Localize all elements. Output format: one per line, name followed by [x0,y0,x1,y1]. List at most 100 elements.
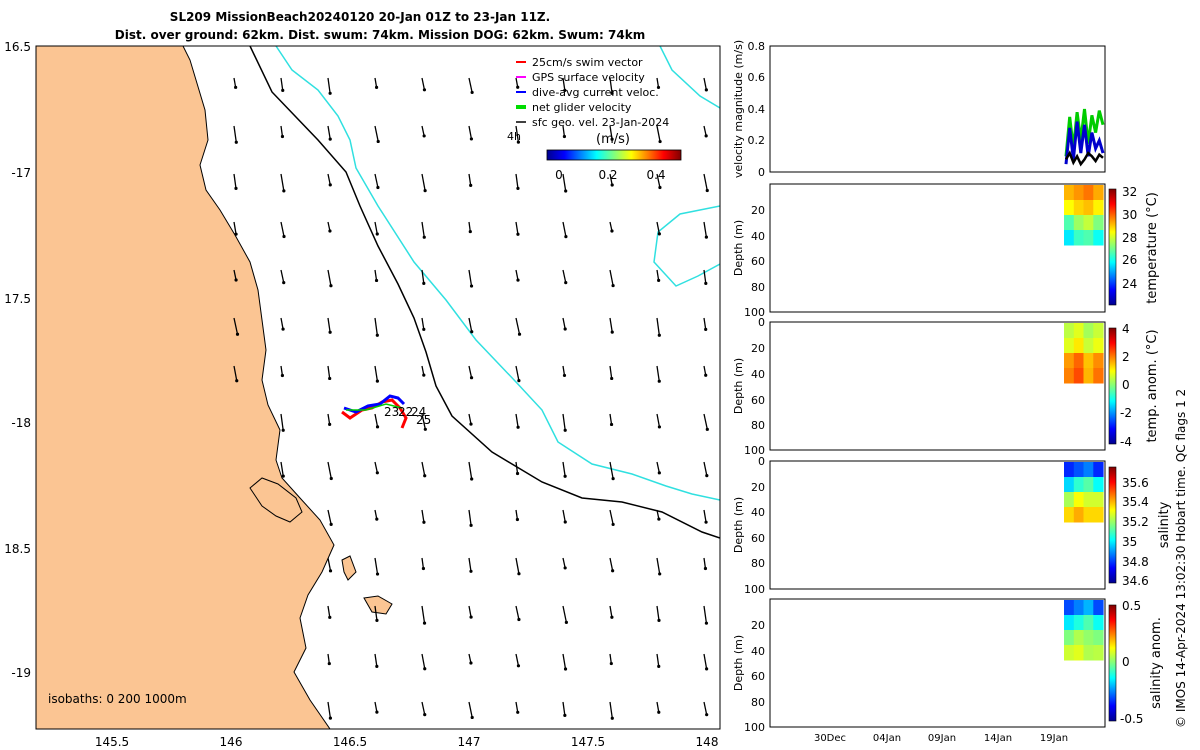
heatmap-cell [1093,323,1104,339]
temperature-colorbar-ticks: 24 26 28 30 32 [1122,185,1137,291]
velocity-arrow-head [423,474,427,478]
velocity-arrow-head [422,88,427,92]
velocity-arrow [515,173,519,189]
heatmap-cell [1093,477,1104,493]
velocity-arrow [374,125,379,142]
velocity-arrow [421,605,426,624]
velocity-arrow [562,173,567,192]
land-polygon [36,46,335,729]
heatmap-cell [1083,215,1094,231]
velocity-arrow-head [328,91,332,95]
velocity-arrow [468,77,473,93]
heatmap-cell [1083,477,1094,493]
velocity-arrow-head [469,137,474,141]
velocity-frame [769,45,1106,173]
velocity-arrow-head [328,229,332,233]
map-y-tick: 16.5 [4,40,31,54]
velocity-y-tick: 0 [758,166,765,179]
velocity-arrow-head [704,88,708,92]
velocity-arrow [562,701,566,716]
legend-label-swim: 25cm/s swim vector [532,56,643,69]
velocity-arrow-head [234,140,238,144]
colorbar-tick: -4 [1120,435,1132,449]
map-y-tick: 17.5 [4,292,31,306]
velocity-arrow-head [656,85,661,90]
velocity-arrow [562,653,567,670]
figure-title-line2: Dist. over ground: 62km. Dist. swum: 74k… [115,28,645,42]
velocity-arrow-head [516,664,521,668]
isobath-200 [249,46,720,539]
velocity-arrow-head [657,471,661,475]
date-x-ticks: 30Dec 04Jan 09Jan 14Jan 19Jan [814,733,1068,744]
velocity-arrow-head [515,517,520,522]
velocity-arrow [468,605,472,618]
velocity-arrow-head [611,569,615,573]
heatmap-cell [1093,230,1104,246]
velocity-arrow-head [657,517,661,521]
velocity-arrow-head [234,232,238,236]
velocity-arrow-head [470,90,474,95]
depth-tick: 60 [751,255,765,268]
heatmap-cell [1093,492,1104,508]
heatmap-cell [1064,477,1075,493]
velocity-arrow-head [610,91,614,95]
date-tick: 30Dec [814,733,846,744]
salinity-colorbar-ticks: 34.6 34.8 35 35.2 35.4 35.6 [1122,476,1149,588]
velocity-arrow [327,557,332,571]
velocity-arrow [327,173,331,186]
glider-track [341,394,408,429]
velocity-arrow-head [610,183,614,187]
velocity-arrow-head [234,85,238,89]
velocity-arrow [656,221,660,235]
isobath-1000-offshore [659,46,720,109]
velocity-arrow [609,365,613,379]
salinity-colorbar [1108,466,1117,584]
velocity-arrow [421,413,426,430]
velocity-arrow-head [469,615,473,619]
salinity-frame [769,460,1106,590]
track-day-label-25: 25 [416,413,431,427]
velocity-arrow-head [235,379,239,383]
depth-tick: 80 [751,419,765,432]
velocity-arrow-head [421,566,426,571]
velocity-arrow-head [376,139,380,144]
colorbar-tick: 4 [1122,322,1130,336]
temperature-ylabel: Depth (m) [732,220,745,276]
heatmap-cell [1073,645,1085,661]
velocity-arrow [374,365,379,382]
velocity-series-line [1064,121,1105,165]
velocity-arrow-head [282,234,286,239]
velocity-arrow [703,509,707,523]
temp-anomaly-colorbar-label: temp. anom. (°C) [1145,329,1160,442]
velocity-arrow-head [516,140,520,144]
velocity-arrow-head [563,327,567,331]
velocity-arrow-head [470,477,474,481]
velocity-arrow [703,653,708,670]
map-x-tick: 148 [696,735,719,749]
velocity-arrow-head [610,716,614,720]
velocity-arrow-head [610,376,614,381]
velocity-arrow-head [468,229,472,234]
legend-label-dive: dive-avg current veloc. [532,86,659,99]
velocity-arrow-head [563,520,567,524]
velocity-arrow-head [657,232,661,236]
velocity-arrow-head [328,183,332,187]
velocity-arrow-head [705,188,709,193]
temperature-colorbar-label: temperature (°C) [1145,192,1160,304]
velocity-arrow [374,701,378,713]
heatmap-cell [1064,230,1075,246]
heatmap-cell [1083,645,1094,661]
heatmap-cell [1083,462,1094,478]
colorbar-tick: -2 [1120,406,1132,420]
salinity-anomaly-panel: 20 40 60 80 100 Depth (m) -0.5 0 0.5 sal… [732,598,1164,734]
heatmap-cell [1073,507,1085,523]
velocity-arrow-head [751,184,754,187]
track-day-label-22: 22 [398,405,413,419]
velocity-arrow-head [657,333,661,337]
heatmap-cell [1064,215,1075,231]
velocity-arrow-head [611,477,615,481]
velocity-arrow-head [329,476,333,481]
velocity-arrow-head [704,373,708,377]
velocity-y-tick: 0.8 [748,40,766,53]
velocity-arrow [421,125,425,137]
